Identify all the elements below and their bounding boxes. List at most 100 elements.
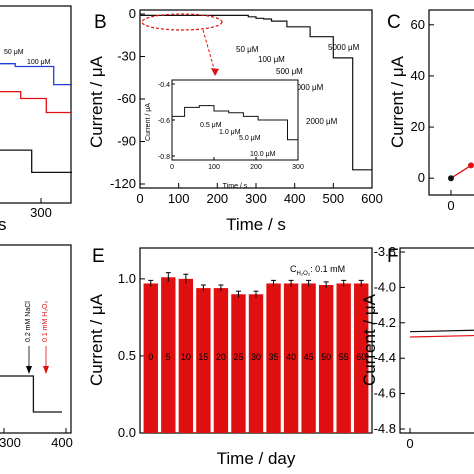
panel-e-bar-label: 35 (269, 352, 279, 362)
panel-c-xtick-label: 0 (447, 198, 454, 213)
panel-e-bar (178, 278, 194, 433)
panel-c-ytick-label: 0 (418, 170, 425, 185)
panel-e-xlabel: Time / day (217, 449, 296, 468)
panel-e-bar (354, 283, 369, 433)
panel-e-bar-label: 10 (181, 352, 191, 362)
panel-c-fit-line (450, 164, 472, 179)
inset-xtick-label: 200 (250, 164, 262, 171)
panel-f-series-1 (409, 329, 474, 333)
panel-b-annot-5000: 5000 μM (328, 43, 360, 52)
inset-xtick-label: 100 (208, 164, 220, 171)
panel-b-annot-500: 500 μM (276, 67, 303, 76)
inset-xtick-label: 0 (170, 164, 174, 171)
panel-e-bar-label: 0 (148, 352, 153, 362)
panel-c-point (468, 162, 474, 169)
panel-b: B 0 100 200 300 400 500 600 0 -30 -60 -90 -120 Time… (87, 6, 383, 234)
panel-e-bar-label: 45 (304, 352, 314, 362)
panel-b-xlabel: Time / s (226, 215, 286, 234)
panel-e-bar-label: 55 (339, 352, 349, 362)
panel-e-bar-label: 50 (321, 352, 331, 362)
panel-b-annot-50: 50 μM (236, 45, 259, 54)
panel-e-letter: E (92, 246, 105, 267)
inset-xlabel: Time / s (223, 183, 248, 190)
panel-a-series-1 (0, 63, 72, 86)
panel-b-xtick-label: 600 (361, 191, 383, 206)
inset-xtick-label: 300 (292, 164, 304, 171)
panel-b-xtick-label: 300 (245, 191, 267, 206)
panel-b-zoom-arrowhead (211, 68, 219, 76)
panel-e-bar (161, 277, 176, 433)
panel-c-frame (428, 9, 474, 196)
panel-d: 300 400 0.2 mM NaCl 0.1 mM H₂O₂ (0, 244, 73, 450)
panel-e-bar (248, 294, 264, 433)
inset-annot-4: 10.0 μM (250, 151, 276, 158)
panel-d-nacl-arrowhead (26, 366, 32, 374)
panel-f-ytick-label: -4.0 (374, 279, 396, 294)
panel-a-series-3 (0, 149, 72, 174)
panel-b-ytick-label: -30 (117, 49, 136, 64)
panel-f-letter: F (387, 246, 399, 267)
panel-e-bar (283, 283, 299, 433)
panel-d-annot-h2o2: 0.1 mM H₂O₂ (42, 301, 49, 343)
panel-e-ytick-label: 1.0 (118, 271, 136, 286)
panel-d-series (0, 375, 62, 413)
panel-c-point (448, 175, 454, 182)
panel-e-bar (196, 288, 211, 433)
panel-e-bar (318, 285, 334, 433)
panel-d-annot-nacl: 0.2 mM NaCl (25, 301, 32, 342)
panel-f-ytick-label: -4.2 (374, 315, 396, 330)
panel-f-xtick-label: 0 (406, 436, 413, 451)
panel-b-ytick-label: 0 (129, 6, 136, 21)
panel-a-xlabel: s (0, 215, 7, 234)
panel-f-ytick-label: -4.6 (374, 386, 396, 401)
panel-b-ytick-label: -60 (117, 91, 136, 106)
panel-e-bar (336, 283, 351, 433)
panel-b-series-1 (140, 14, 372, 171)
panel-b-zoom-arrow (202, 29, 216, 73)
panel-e-bar (301, 283, 316, 433)
panel-e-ylabel: Current / μA (87, 293, 106, 386)
panel-b-zoom-ellipse (141, 13, 223, 31)
panel-b-xtick-label: 200 (206, 191, 228, 206)
panel-f-ytick-label: -4.8 (374, 421, 396, 436)
panel-a-series-2 (0, 90, 72, 114)
panel-d-xtick-label-1: 300 (0, 435, 21, 450)
panel-d-h2o2-arrowhead (43, 366, 49, 374)
panel-a-annotation-2: 100 μM (27, 59, 51, 66)
panel-b-xtick-label: 400 (284, 191, 306, 206)
inset-ylabel: Current / μA (145, 103, 152, 141)
panel-e-bar-label: 15 (198, 352, 208, 362)
panel-e-bar (266, 283, 281, 433)
panel-e-bar-label: 5 (166, 352, 171, 362)
panel-f: F -3.8 -4.0 -4.2 -4.4 -4.6 -4.8 0 Current / μA (360, 244, 474, 451)
panel-e-bar (231, 294, 246, 433)
inset-annot-1: 0.5 μM (200, 122, 222, 129)
panel-a-frame (0, 5, 72, 204)
panel-c-ytick-label: 20 (411, 119, 425, 134)
panel-b-annot-1000: 1000 μM (292, 83, 324, 92)
panel-f-ytick-label: -4.4 (374, 350, 396, 365)
panel-f-ylabel: Current / μA (360, 293, 379, 386)
panel-b-ylabel: Current / μA (87, 55, 106, 148)
panel-c: C 0 20 40 60 0 Current / μA (387, 9, 474, 213)
inset-ytick-label: -0.8 (158, 154, 170, 161)
panel-c-letter: C (387, 12, 401, 33)
panel-e-bar-label: 60 (356, 352, 366, 362)
panel-e-bar-label: 40 (286, 352, 296, 362)
inset-ytick-label: -0.4 (158, 82, 170, 89)
panel-c-ytick-label: 40 (411, 68, 425, 83)
panel-e-ytick-label: 0.0 (118, 425, 136, 440)
panel-c-ytick-label: 60 (411, 17, 425, 32)
panel-a-annotation-1: 50 μM (4, 49, 24, 56)
panel-e-bar-label: 25 (233, 352, 243, 362)
inset-series (172, 105, 298, 141)
panel-f-series-2 (409, 334, 474, 338)
panel-c-ylabel: Current / μA (388, 55, 407, 148)
panel-e: E 0.0 0.5 1.0 0 5 10 15 20 25 30 35 40 45 50 55 60 CH₂… (87, 246, 373, 468)
panel-b-ytick-label: -90 (117, 134, 136, 149)
panel-a-xtick-label: 300 (30, 205, 52, 220)
panel-b-xtick-label: 0 (136, 191, 143, 206)
panel-b-annot-100: 100 μM (258, 55, 285, 64)
panel-f-ytick-label: -3.8 (374, 244, 396, 259)
